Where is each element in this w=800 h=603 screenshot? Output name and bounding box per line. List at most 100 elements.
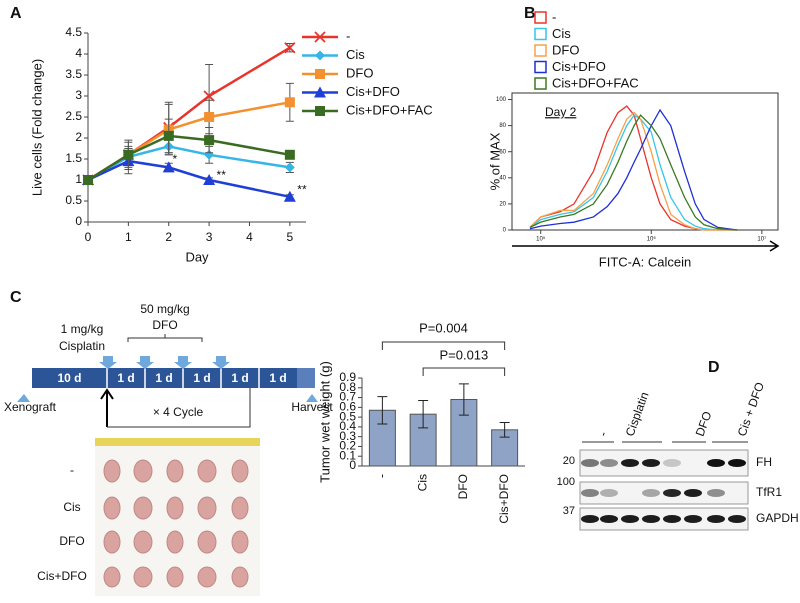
tumor bbox=[133, 459, 153, 483]
significance-label: P=0.013 bbox=[439, 347, 488, 362]
y-tick-label: 0.8 bbox=[339, 380, 356, 394]
y-tick-label: 60 bbox=[499, 149, 506, 155]
band bbox=[684, 489, 702, 497]
tumor bbox=[231, 530, 249, 554]
x-tick-label: 10⁶ bbox=[647, 236, 657, 243]
marker bbox=[284, 149, 295, 160]
tumor bbox=[133, 496, 153, 520]
x-tick-label: Cis+DFO bbox=[497, 474, 511, 524]
marker bbox=[315, 69, 325, 79]
legend-swatch bbox=[534, 60, 547, 74]
series-line bbox=[529, 108, 738, 231]
y-tick-label: 100 bbox=[496, 97, 507, 103]
dose: 50 mg/kg bbox=[140, 302, 189, 316]
y-tick-label: 0 bbox=[503, 228, 507, 234]
y-tick-label: 0.2 bbox=[339, 439, 356, 453]
y-tick-label: 0.9 bbox=[339, 370, 356, 384]
marker bbox=[162, 161, 175, 173]
band bbox=[621, 459, 639, 467]
protein: TfR1 bbox=[756, 485, 782, 499]
marker bbox=[203, 90, 215, 102]
tumor-photo: - Cis DFO Cis+DFO bbox=[37, 438, 260, 596]
tumor bbox=[166, 530, 184, 554]
legend-label: Cis bbox=[552, 26, 571, 41]
end: Harvest bbox=[291, 400, 333, 414]
legend-label: Cis+DFO bbox=[552, 59, 606, 74]
legend-label: Cis+DFO+FAC bbox=[346, 102, 433, 117]
x-tick-label: - bbox=[375, 474, 389, 478]
mw-marker: 100 bbox=[557, 476, 575, 488]
row-label: Cis bbox=[63, 500, 80, 514]
error-bar bbox=[458, 383, 469, 416]
ruler bbox=[95, 438, 260, 446]
marker bbox=[315, 106, 325, 116]
panel-label: C bbox=[10, 289, 22, 306]
row-label: Cis+DFO bbox=[37, 569, 87, 583]
annotation: * bbox=[172, 152, 177, 166]
legend-label: - bbox=[552, 9, 556, 24]
series-line bbox=[87, 159, 291, 199]
x-tick-label: 2 bbox=[165, 230, 172, 244]
band bbox=[642, 459, 660, 467]
cycle: × 4 Cycle bbox=[153, 405, 204, 419]
error-bar bbox=[418, 399, 429, 429]
x-axis-label: FITC-A: Calcein bbox=[599, 254, 691, 269]
y-tick-label: 0 bbox=[349, 458, 356, 472]
band bbox=[581, 515, 599, 523]
group-label: Cisplatin bbox=[623, 390, 652, 438]
marker bbox=[315, 50, 325, 61]
y-axis-label: Tumor wet weight (g) bbox=[317, 361, 332, 483]
band bbox=[600, 489, 618, 497]
band bbox=[728, 459, 746, 467]
marker bbox=[284, 42, 296, 54]
tumor bbox=[231, 566, 249, 588]
group-label: DFO bbox=[693, 410, 715, 439]
dose: 1 mg/kg bbox=[61, 322, 104, 336]
bracket bbox=[381, 341, 506, 350]
marker bbox=[283, 190, 296, 202]
legend-swatch bbox=[534, 27, 547, 41]
y-tick-label: 2.5 bbox=[65, 109, 82, 123]
timeline bbox=[297, 368, 315, 388]
tumor bbox=[197, 496, 217, 520]
segment-label: 1 d bbox=[231, 371, 248, 385]
segment-label: 10 d bbox=[57, 371, 81, 385]
y-tick-label: 1.5 bbox=[65, 151, 82, 165]
y-tick-label: 3 bbox=[75, 88, 82, 102]
segments: 10 d 1 d 1 d 1 d 1 d 1 d bbox=[57, 368, 287, 388]
y-tick-label: 0.3 bbox=[339, 429, 356, 443]
brace bbox=[127, 334, 203, 342]
segment-label: 1 d bbox=[117, 371, 134, 385]
x-tick-label: 10⁵ bbox=[536, 236, 546, 243]
segment-label: 1 d bbox=[155, 371, 172, 385]
marker bbox=[314, 86, 326, 98]
start: Xenograft bbox=[4, 400, 57, 414]
cycle-arrow bbox=[100, 388, 114, 427]
tumor bbox=[133, 566, 153, 588]
x-tick-label: 10⁷ bbox=[757, 236, 766, 243]
y-axis-label: % of MAX bbox=[487, 132, 502, 190]
tumor bbox=[103, 459, 121, 483]
plot-frame bbox=[511, 92, 779, 231]
y-tick-label: 40 bbox=[499, 175, 506, 181]
band bbox=[621, 515, 639, 523]
tumor bbox=[133, 530, 153, 554]
legend-label: Cis+DFO bbox=[346, 84, 400, 99]
tumor bbox=[231, 496, 249, 520]
marker bbox=[123, 149, 134, 160]
y-tick-label: 2 bbox=[75, 130, 82, 144]
legend-label: - bbox=[346, 28, 350, 43]
axis-arrow bbox=[512, 240, 780, 252]
x-tick-label: 1 bbox=[125, 230, 132, 244]
y-tick-label: 0.5 bbox=[339, 409, 356, 423]
cycle-bracket bbox=[107, 388, 251, 428]
y-tick-label: 0.6 bbox=[339, 400, 356, 414]
y-tick-label: 20 bbox=[499, 201, 506, 207]
band bbox=[707, 489, 725, 497]
tumor bbox=[103, 530, 121, 554]
y-tick-label: 4 bbox=[75, 46, 82, 60]
tumor bbox=[197, 566, 217, 588]
drug: Cisplatin bbox=[59, 339, 105, 353]
